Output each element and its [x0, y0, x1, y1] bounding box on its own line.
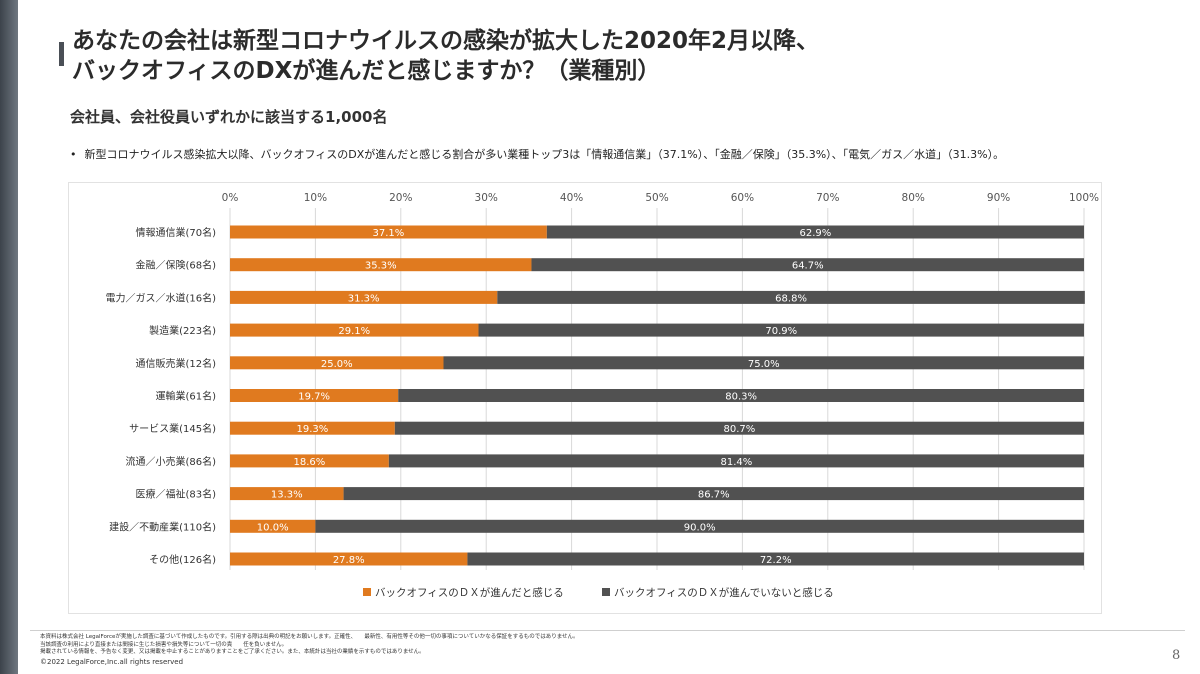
category-label: 製造業(223名) [149, 324, 216, 337]
title-accent-bar [59, 42, 64, 66]
data-label-progressed: 31.3% [348, 293, 380, 304]
x-tick-label: 10% [304, 192, 327, 204]
legend-swatch-not-progressed [602, 588, 610, 596]
data-label-progressed: 35.3% [365, 261, 397, 272]
data-label-not-progressed: 70.9% [765, 326, 797, 337]
page-title: あなたの会社は新型コロナウイルスの感染が拡大した2020年2月以降、 バックオフ… [72, 26, 1172, 86]
x-tick-label: 100% [1069, 192, 1099, 204]
footer-notes: 本資料は株式会社 LegalForceが実施した調査に基づいて作成したものです。… [40, 634, 579, 657]
legend-label-progressed: バックオフィスのＤＸが進んだと感じる [375, 586, 564, 599]
data-label-progressed: 37.1% [373, 228, 405, 239]
footer-divider [30, 630, 1185, 631]
summary-bullet: • 新型コロナウイルス感染拡大以降、バックオフィスのDXが進んだと感じる割合が多い… [70, 146, 1004, 162]
left-decorative-band [0, 0, 18, 674]
bar-not-progressed [443, 356, 1084, 370]
footer-note-1: 本資料は株式会社 LegalForceが実施した調査に基づいて作成したものです。… [40, 634, 579, 640]
bar-progressed [230, 356, 444, 370]
data-label-not-progressed: 64.7% [792, 261, 824, 272]
copyright-text: ©2022 LegalForce,Inc.all rights reserved [40, 658, 184, 666]
data-label-not-progressed: 86.7% [698, 490, 730, 501]
legend-label-not-progressed: バックオフィスのＤＸが進んでいないと感じる [614, 586, 834, 599]
bar-progressed [230, 487, 344, 501]
x-tick-label: 30% [475, 192, 498, 204]
summary-bullet-text: 新型コロナウイルス感染拡大以降、バックオフィスのDXが進んだと感じる割合が多い業… [84, 148, 1005, 161]
x-tick-label: 60% [731, 192, 754, 204]
x-tick-label: 70% [816, 192, 839, 204]
bar-not-progressed [343, 487, 1084, 501]
category-label: その他(126名) [149, 553, 216, 566]
bar-progressed [230, 552, 468, 566]
bullet-mark: • [70, 148, 77, 161]
data-label-not-progressed: 75.0% [748, 359, 780, 370]
page-title-line-1: あなたの会社は新型コロナウイルスの感染が拡大した2020年2月以降、 [72, 28, 820, 54]
bar-progressed [230, 258, 532, 272]
data-label-progressed: 25.0% [321, 359, 353, 370]
page-title-line-2: バックオフィスのDXが進んだと感じますか？（業種別） [72, 58, 661, 84]
data-label-progressed: 13.3% [271, 490, 303, 501]
data-label-not-progressed: 68.8% [775, 293, 807, 304]
page-number: 8 [1172, 648, 1181, 663]
data-label-not-progressed: 90.0% [684, 522, 716, 533]
bar-not-progressed [546, 225, 1084, 239]
bar-not-progressed [467, 552, 1084, 566]
x-tick-label: 0% [222, 192, 239, 204]
data-label-not-progressed: 80.3% [725, 392, 757, 403]
data-label-progressed: 19.7% [298, 392, 330, 403]
bar-progressed [230, 519, 316, 533]
data-label-not-progressed: 80.7% [724, 424, 756, 435]
x-tick-label: 90% [987, 192, 1010, 204]
category-label: サービス業(145名) [129, 422, 216, 435]
category-label: 情報通信業(70名) [135, 226, 216, 239]
data-label-progressed: 19.3% [297, 424, 329, 435]
category-label: 流通／小売業(86名) [125, 455, 216, 468]
bar-not-progressed [531, 258, 1084, 272]
footer-note-3: 掲載されている情報を、予告なく変更、又は掲載を中止することがありますことをご了承… [40, 649, 425, 655]
x-tick-label: 20% [389, 192, 412, 204]
category-label: 通信販売業(12名) [135, 357, 216, 370]
data-label-progressed: 18.6% [294, 457, 326, 468]
legend-swatch-progressed [363, 588, 371, 596]
data-label-not-progressed: 62.9% [800, 228, 832, 239]
bar-progressed [230, 421, 395, 435]
bar-not-progressed [315, 519, 1084, 533]
category-label: 電力／ガス／水道(16名) [105, 291, 216, 304]
category-label: 医療／福祉(83名) [135, 488, 216, 501]
bar-not-progressed [478, 323, 1084, 337]
category-label: 金融／保険(68名) [135, 259, 216, 272]
bar-not-progressed [398, 389, 1084, 402]
footer-note-2: 当該調査の利用により直接または間接に生じた損害や損失等について一切の責 任を負い… [40, 641, 288, 648]
data-label-progressed: 29.1% [338, 326, 370, 337]
bar-not-progressed [388, 454, 1084, 468]
bar-progressed [230, 290, 498, 304]
bar-not-progressed [394, 421, 1084, 435]
data-label-progressed: 27.8% [333, 555, 365, 566]
survey-subtitle: 会社員、会社役員いずれかに該当する1,000名 [70, 108, 388, 126]
data-label-not-progressed: 72.2% [760, 555, 792, 566]
bar-progressed [230, 323, 479, 337]
bar-progressed [230, 389, 399, 402]
bar-not-progressed [497, 290, 1085, 304]
category-label: 建設／不動産業(110名) [109, 520, 216, 533]
chart-frame [68, 182, 1102, 614]
data-label-progressed: 10.0% [257, 522, 289, 533]
x-tick-label: 40% [560, 192, 583, 204]
bar-progressed [230, 454, 389, 468]
data-label-not-progressed: 81.4% [721, 457, 753, 468]
x-tick-label: 80% [902, 192, 925, 204]
bar-progressed [230, 225, 547, 239]
x-tick-label: 50% [645, 192, 668, 204]
category-label: 運輸業(61名) [155, 390, 216, 403]
